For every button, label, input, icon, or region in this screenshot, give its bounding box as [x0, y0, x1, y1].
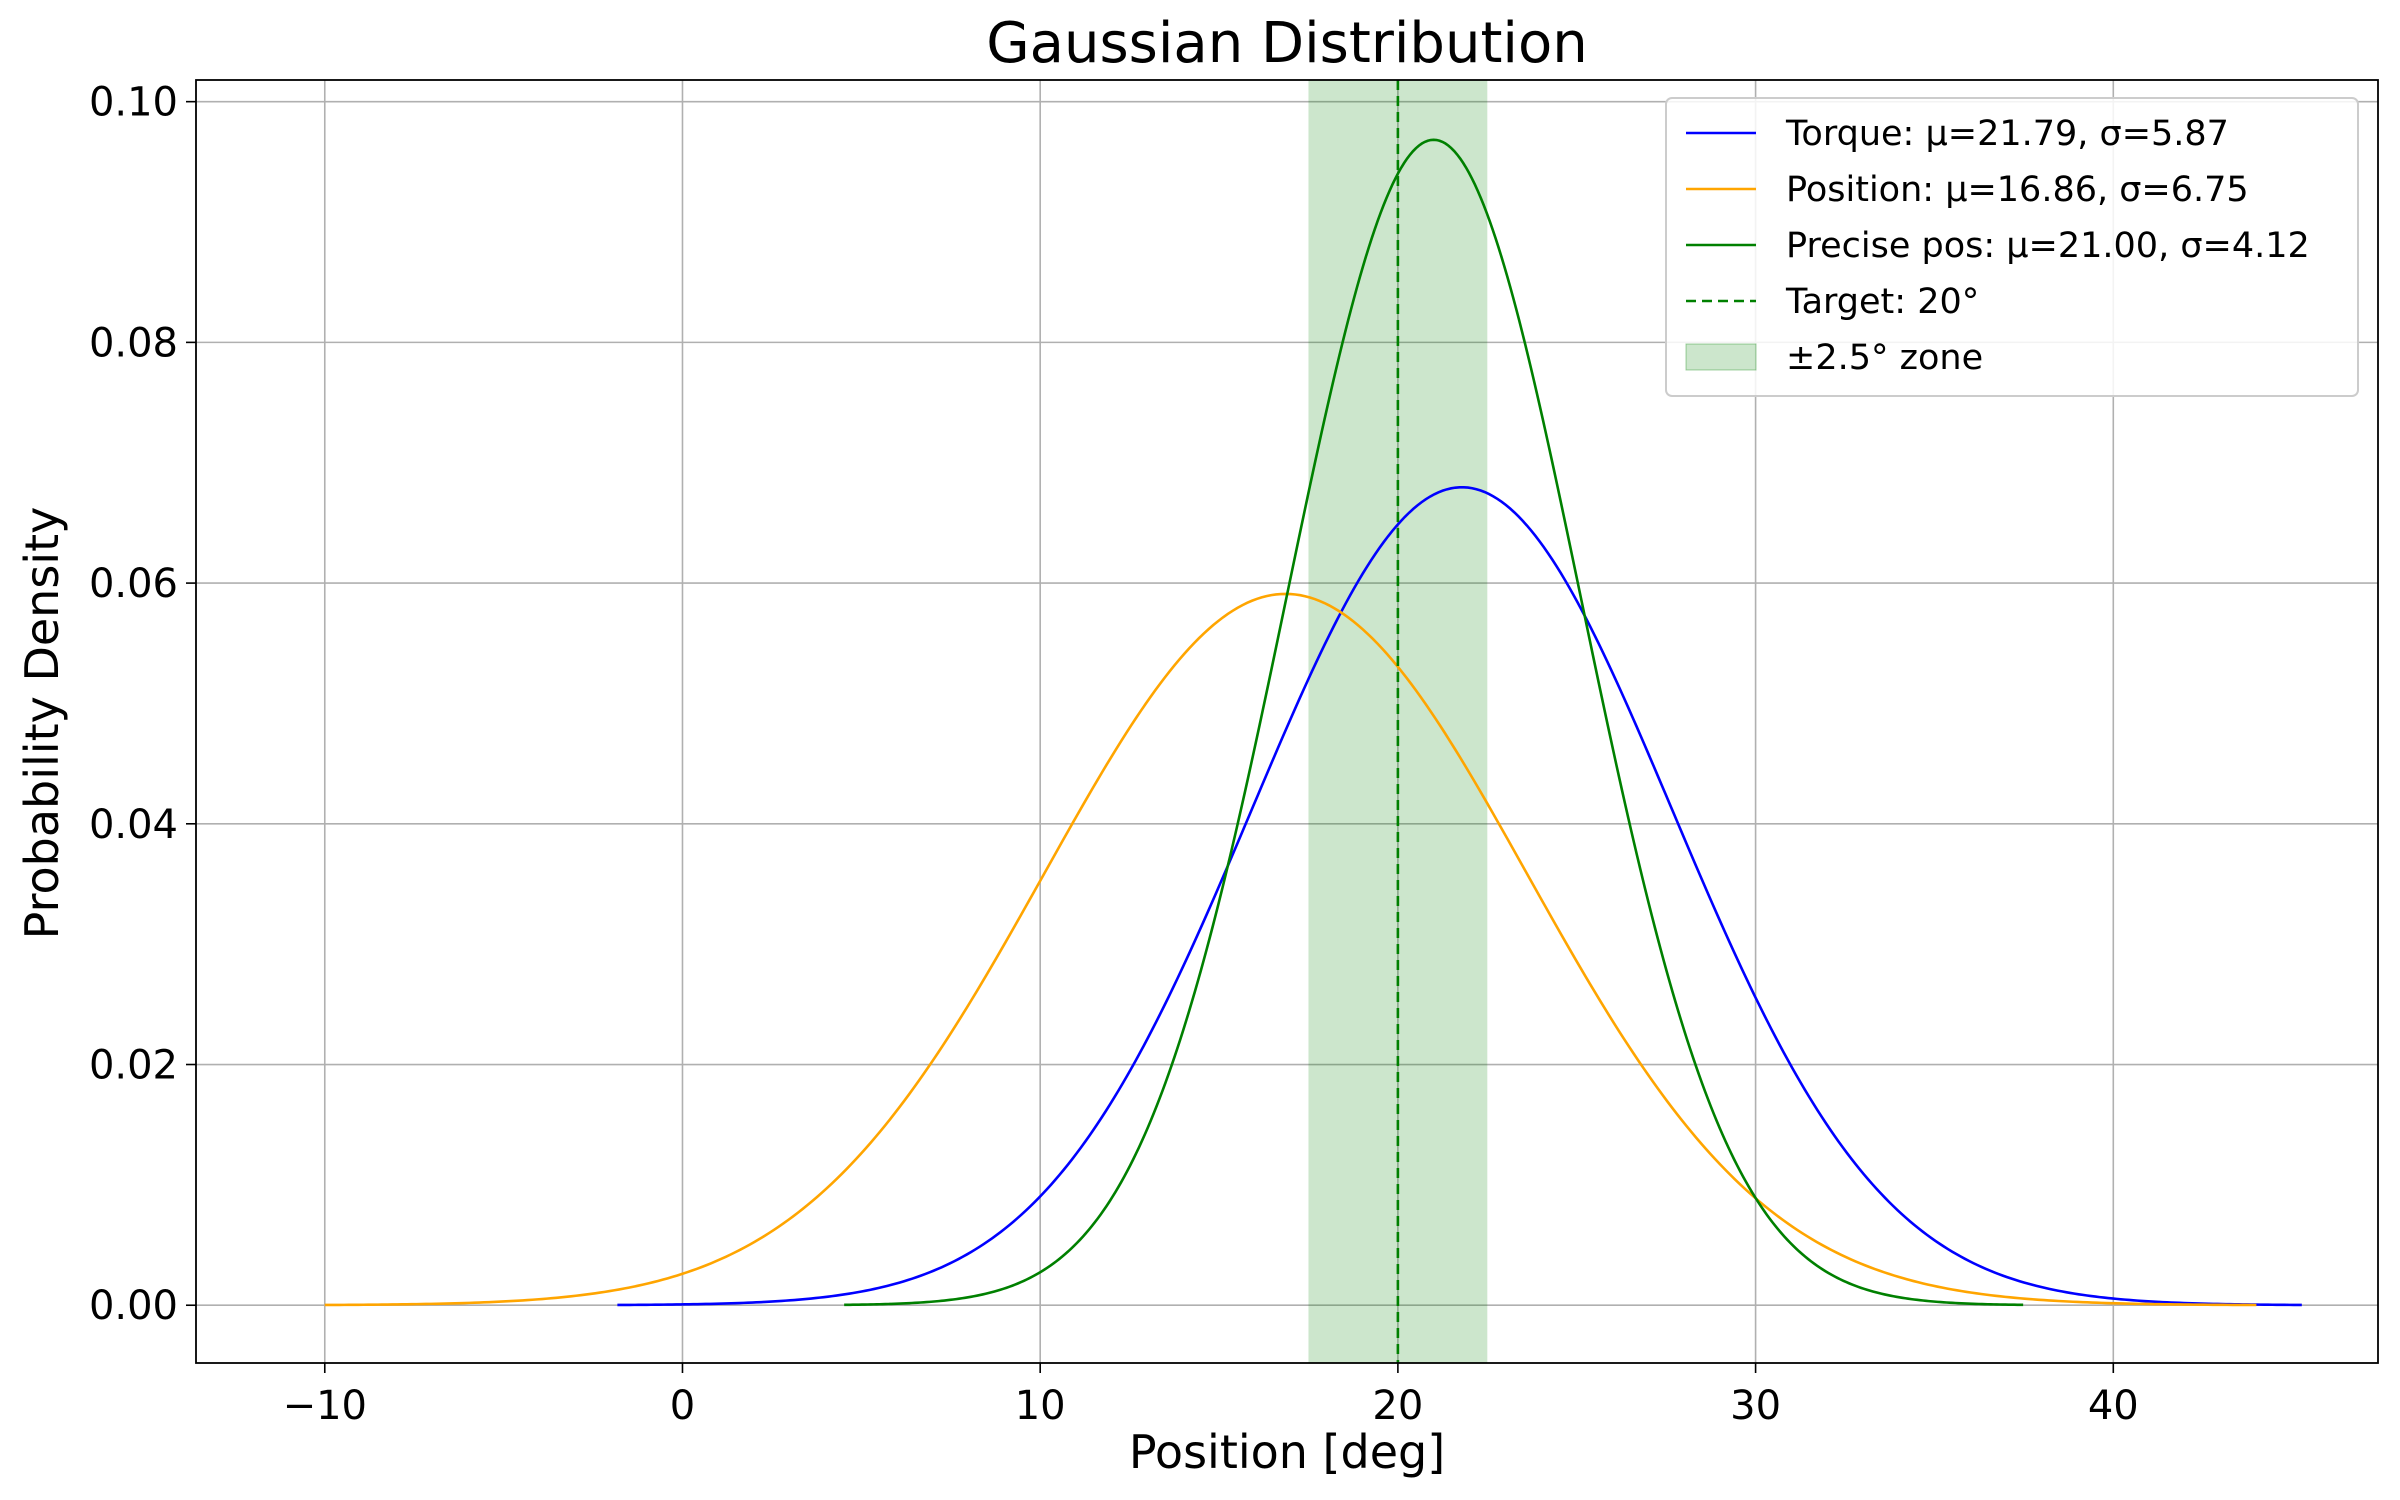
legend-label: ±2.5° zone	[1786, 338, 1983, 378]
x-tick-label: −10	[283, 1383, 367, 1429]
legend-label: Target: 20°	[1785, 282, 1979, 322]
y-tick-label: 0.10	[89, 80, 178, 126]
legend-label: Torque: μ=21.79, σ=5.87	[1785, 114, 2229, 154]
x-tick-label: 0	[670, 1383, 695, 1429]
legend: Torque: μ=21.79, σ=5.87 Position: μ=16.86…	[1665, 97, 2359, 397]
legend-label: Position: μ=16.86, σ=6.75	[1786, 170, 2249, 210]
y-tick-label: 0.02	[89, 1043, 178, 1089]
legend-label: Precise pos: μ=21.00, σ=4.12	[1786, 226, 2310, 266]
tick-labels: −10 0 10 20 30 40 0.00 0.02 0.04 0.06 0.08 0.10	[89, 80, 2139, 1429]
axes	[186, 79, 2379, 1373]
series-line-position	[324, 592, 2257, 1307]
chart-title: Gaussian Distribution	[986, 11, 1587, 76]
y-tick-label: 0.08	[89, 320, 178, 366]
x-axis-label: Position [deg]	[1129, 1425, 1445, 1479]
y-axis-label: Probability Density	[15, 507, 69, 940]
series-layer	[324, 80, 2302, 1363]
y-tick-label: 0.00	[89, 1283, 178, 1329]
x-tick-label: 40	[2088, 1383, 2139, 1429]
x-tick-label: 10	[1015, 1383, 1066, 1429]
x-tick-label: 30	[1730, 1383, 1781, 1429]
plot-frame	[195, 79, 2379, 1364]
legend-box	[1665, 97, 2359, 397]
x-tick-label: 20	[1372, 1383, 1423, 1429]
series-line-precise-pos	[844, 138, 2024, 1307]
series-line-torque	[617, 485, 2302, 1307]
y-tick-label: 0.06	[89, 561, 178, 607]
y-tick-label: 0.04	[89, 802, 178, 848]
legend-swatch	[1685, 343, 1757, 371]
